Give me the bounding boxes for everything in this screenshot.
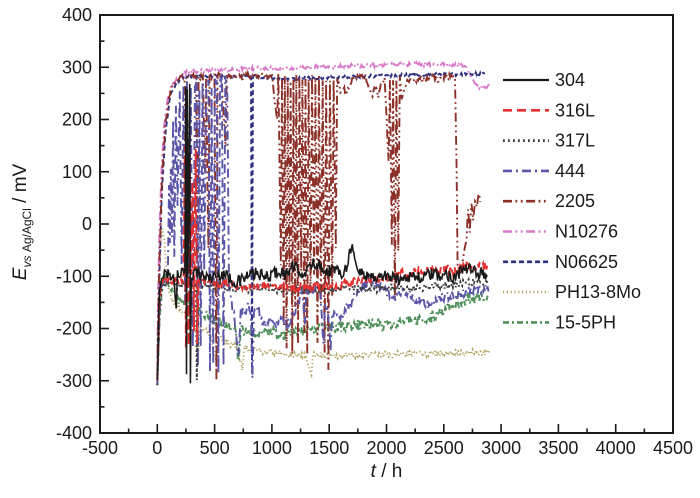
x-tick-label: 3000 xyxy=(481,438,521,458)
y-tick-label: -200 xyxy=(56,319,92,339)
x-tick-label: 2000 xyxy=(366,438,406,458)
x-axis-symbol: t xyxy=(370,461,376,482)
x-tick-label: 0 xyxy=(152,438,162,458)
x-tick-label: 1000 xyxy=(252,438,292,458)
x-axis-title: t / h xyxy=(100,461,673,483)
series-line-N10276 xyxy=(156,58,491,359)
legend-label: PH13-8Mo xyxy=(555,282,641,302)
y-axis-symbol: E xyxy=(10,267,31,281)
y-tick-label: -300 xyxy=(56,371,92,391)
y-axis-subscript-electrode: Ag/AgCl xyxy=(19,208,34,253)
legend-label: 317L xyxy=(555,131,595,151)
y-tick-label: 400 xyxy=(62,5,92,25)
legend-label: N10276 xyxy=(555,222,618,242)
x-tick-label: 4500 xyxy=(653,438,693,458)
y-tick-label: 100 xyxy=(62,162,92,182)
legend-item-2205: 2205 xyxy=(503,191,595,211)
legend-item-15-5PH: 15-5PH xyxy=(503,312,616,332)
x-tick-label: 4000 xyxy=(596,438,636,458)
series-lines xyxy=(156,58,491,386)
y-tick-label: -100 xyxy=(56,266,92,286)
legend-item-444: 444 xyxy=(503,161,585,181)
x-tick-label: 500 xyxy=(200,438,230,458)
y-axis-subscript-vs: vs xyxy=(19,252,34,268)
legend-label: N06625 xyxy=(555,252,618,272)
series-line-PH13-8Mo xyxy=(156,228,491,382)
series-line-304 xyxy=(156,83,488,384)
legend-item-304: 304 xyxy=(503,70,585,90)
legend-label: 444 xyxy=(555,161,585,181)
y-tick-label: 300 xyxy=(62,57,92,77)
legend-label: 304 xyxy=(555,70,585,90)
legend-label: 2205 xyxy=(555,191,595,211)
series-line-2205 xyxy=(156,69,482,380)
y-axis-title: Evs Ag/AgCl / mV xyxy=(10,132,34,312)
x-tick-label: 3500 xyxy=(538,438,578,458)
legend-item-PH13-8Mo: PH13-8Mo xyxy=(503,282,641,302)
y-tick-label: 0 xyxy=(82,214,92,234)
legend: 304 316L 317L 444 2205 N10276 N06625 PH13-8Mo 15… xyxy=(503,70,641,332)
legend-item-N10276: N10276 xyxy=(503,222,618,242)
y-tick-label: -400 xyxy=(56,423,92,443)
x-tick-label: 1500 xyxy=(309,438,349,458)
y-axis-unit: / mV xyxy=(10,163,31,209)
legend-item-N06625: N06625 xyxy=(503,252,618,272)
x-tick-label: 2500 xyxy=(424,438,464,458)
legend-label: 316L xyxy=(555,100,595,120)
series-line-444 xyxy=(156,75,490,385)
plot-frame xyxy=(99,14,674,434)
legend-item-317L: 317L xyxy=(503,131,595,151)
legend-item-316L: 316L xyxy=(503,100,595,120)
y-tick-label: 200 xyxy=(62,110,92,130)
x-axis-unit: / h xyxy=(375,461,403,482)
x-tick-label: -500 xyxy=(82,438,118,458)
legend-label: 15-5PH xyxy=(555,312,616,332)
series-line-316L xyxy=(156,143,489,381)
axis-tick-labels: -500 0 500 1000 1500 2000 2500 3000 3500 4000 4500… xyxy=(56,5,693,458)
